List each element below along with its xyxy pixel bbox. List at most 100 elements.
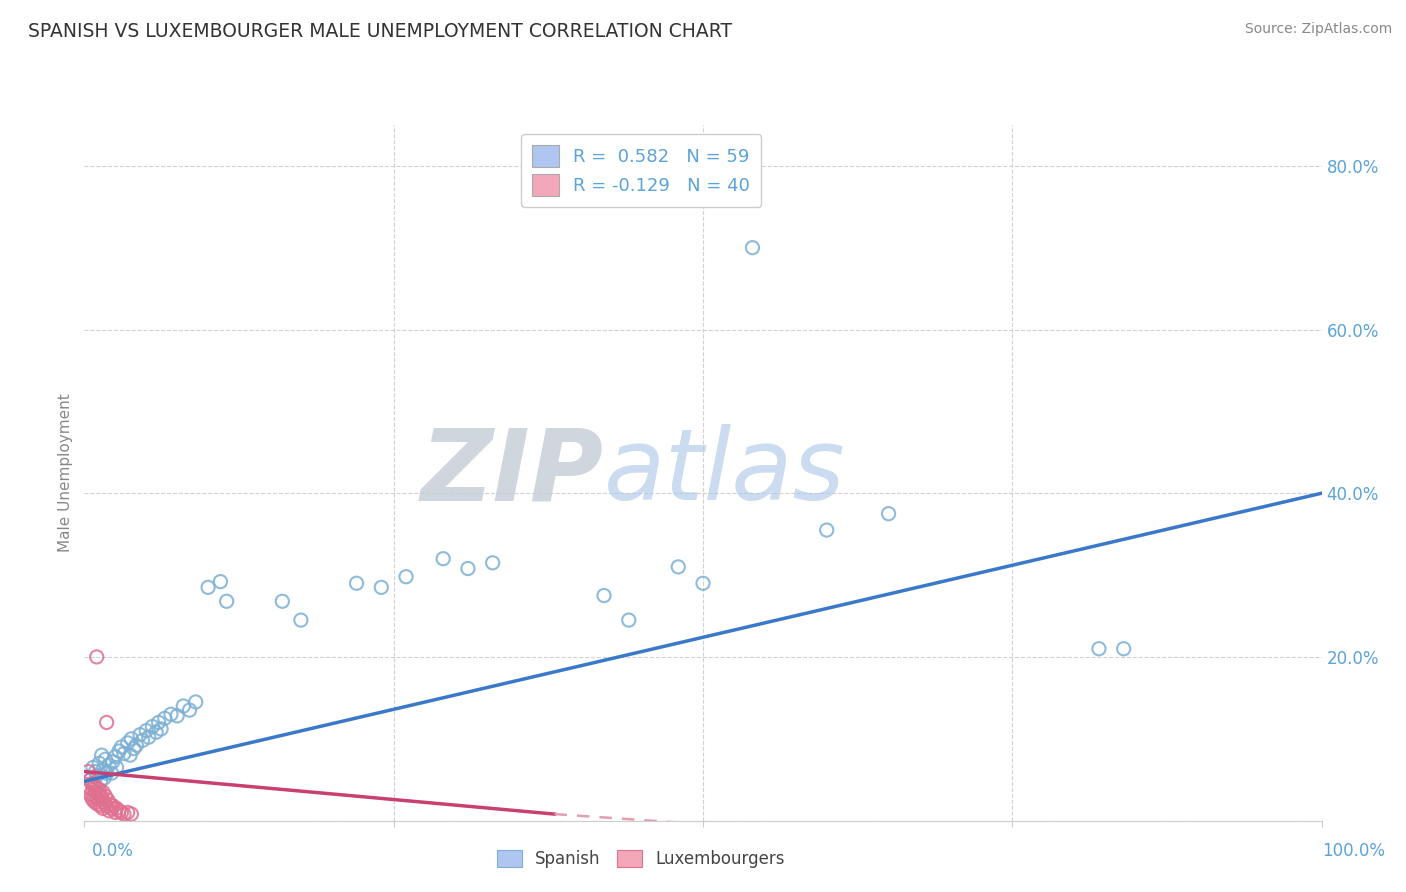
- Point: [815, 523, 838, 537]
- Point: [741, 241, 763, 255]
- Point: [86, 649, 108, 664]
- Point: [666, 560, 689, 574]
- Y-axis label: Male Unemployment: Male Unemployment: [58, 393, 73, 552]
- Point: [108, 744, 131, 758]
- Point: [84, 764, 107, 779]
- Point: [1088, 641, 1111, 656]
- Point: [84, 785, 107, 799]
- Point: [120, 731, 142, 746]
- Point: [89, 756, 111, 771]
- Point: [105, 760, 128, 774]
- Point: [150, 722, 173, 736]
- Point: [100, 766, 122, 780]
- Point: [145, 725, 167, 739]
- Point: [100, 801, 122, 815]
- Point: [97, 793, 120, 807]
- Point: [98, 804, 121, 818]
- Point: [120, 748, 142, 763]
- Point: [153, 711, 176, 725]
- Point: [131, 733, 153, 747]
- Point: [89, 782, 111, 797]
- Point: [481, 556, 503, 570]
- Point: [89, 788, 111, 802]
- Point: [129, 728, 152, 742]
- Point: [110, 739, 132, 754]
- Text: 100.0%: 100.0%: [1322, 842, 1385, 860]
- Point: [90, 790, 112, 805]
- Point: [101, 755, 124, 769]
- Point: [122, 741, 145, 756]
- Point: [105, 801, 128, 815]
- Point: [89, 798, 111, 813]
- Point: [86, 790, 108, 805]
- Point: [91, 785, 114, 799]
- Legend: Spanish, Luxembourgers: Spanish, Luxembourgers: [491, 844, 792, 875]
- Point: [346, 576, 368, 591]
- Text: atlas: atlas: [605, 425, 845, 521]
- Point: [87, 787, 110, 801]
- Point: [82, 782, 104, 797]
- Point: [112, 747, 135, 761]
- Point: [877, 507, 900, 521]
- Point: [160, 707, 183, 722]
- Point: [89, 793, 111, 807]
- Point: [104, 749, 127, 764]
- Point: [179, 703, 201, 717]
- Point: [117, 736, 139, 750]
- Point: [86, 780, 108, 795]
- Point: [94, 789, 117, 803]
- Point: [96, 798, 118, 813]
- Point: [184, 695, 207, 709]
- Point: [135, 723, 157, 738]
- Point: [209, 574, 232, 589]
- Point: [83, 779, 105, 793]
- Point: [94, 752, 117, 766]
- Point: [141, 719, 163, 733]
- Point: [82, 793, 104, 807]
- Point: [1112, 641, 1135, 656]
- Point: [98, 797, 121, 812]
- Point: [104, 805, 127, 820]
- Point: [692, 576, 714, 591]
- Point: [148, 715, 170, 730]
- Point: [172, 699, 194, 714]
- Point: [80, 790, 103, 805]
- Point: [120, 807, 142, 822]
- Point: [93, 796, 115, 810]
- Point: [197, 580, 219, 594]
- Point: [110, 805, 132, 820]
- Text: SPANISH VS LUXEMBOURGER MALE UNEMPLOYMENT CORRELATION CHART: SPANISH VS LUXEMBOURGER MALE UNEMPLOYMEN…: [28, 22, 733, 41]
- Point: [80, 777, 103, 791]
- Point: [91, 763, 114, 777]
- Point: [593, 589, 616, 603]
- Point: [93, 771, 115, 785]
- Point: [125, 739, 148, 753]
- Point: [83, 777, 105, 791]
- Text: ZIP: ZIP: [420, 425, 605, 521]
- Point: [457, 561, 479, 575]
- Point: [90, 748, 112, 763]
- Point: [79, 788, 101, 802]
- Point: [112, 807, 135, 822]
- Point: [166, 709, 188, 723]
- Point: [82, 760, 104, 774]
- Point: [432, 551, 454, 566]
- Point: [271, 594, 294, 608]
- Point: [96, 715, 118, 730]
- Text: Source: ZipAtlas.com: Source: ZipAtlas.com: [1244, 22, 1392, 37]
- Point: [96, 766, 118, 780]
- Point: [89, 774, 111, 789]
- Text: 0.0%: 0.0%: [91, 842, 134, 860]
- Point: [395, 570, 418, 584]
- Point: [617, 613, 640, 627]
- Point: [79, 772, 101, 787]
- Point: [101, 798, 124, 813]
- Point: [370, 580, 392, 594]
- Point: [215, 594, 238, 608]
- Point: [117, 805, 139, 820]
- Point: [290, 613, 312, 627]
- Point: [108, 804, 131, 818]
- Point: [98, 758, 121, 772]
- Point: [79, 772, 101, 787]
- Point: [83, 789, 105, 803]
